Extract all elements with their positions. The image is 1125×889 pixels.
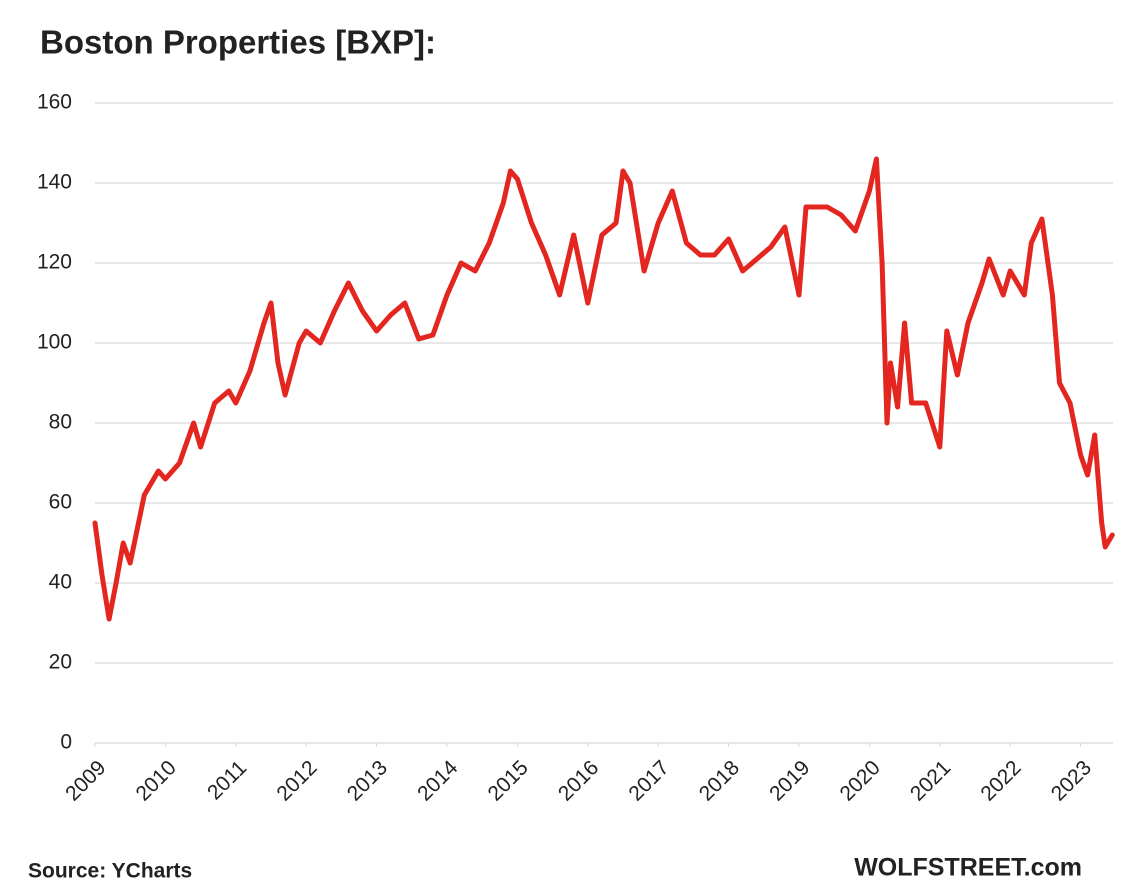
x-tick-label: 2021 bbox=[906, 756, 955, 805]
x-tick-label: 2022 bbox=[976, 756, 1025, 805]
y-tick-label: 160 bbox=[37, 91, 72, 114]
x-tick-label: 2020 bbox=[836, 756, 885, 805]
x-tick-label: 2019 bbox=[765, 756, 814, 805]
x-tick-label: 2011 bbox=[203, 756, 251, 804]
line-series bbox=[92, 156, 1115, 622]
y-tick-label: 100 bbox=[37, 331, 72, 354]
x-tick-label: 2015 bbox=[484, 756, 533, 805]
x-tick-label: 2010 bbox=[132, 756, 181, 805]
y-tick-label: 140 bbox=[37, 171, 72, 194]
x-tick-label: 2009 bbox=[61, 756, 110, 805]
x-tick-label: 2017 bbox=[624, 756, 673, 805]
chart-title: Boston Properties [BXP]: bbox=[40, 24, 436, 61]
y-tick-label: 80 bbox=[49, 411, 72, 434]
x-tick-label: 2016 bbox=[554, 756, 603, 805]
x-tick-label: 2023 bbox=[1047, 756, 1096, 805]
x-tick-label: 2014 bbox=[413, 756, 463, 806]
source: Source: YCharts bbox=[28, 860, 192, 883]
x-tick-label: 2012 bbox=[272, 756, 321, 805]
y-tick-label: 40 bbox=[49, 571, 72, 594]
x-tick-label: 2018 bbox=[695, 756, 744, 805]
y-tick-label: 20 bbox=[49, 651, 72, 674]
y-tick-label: 60 bbox=[49, 491, 72, 514]
y-tick-label: 0 bbox=[60, 731, 72, 754]
credit: WOLFSTREET.com bbox=[854, 854, 1082, 882]
x-tick-label: 2013 bbox=[343, 756, 392, 805]
y-tick-label: 120 bbox=[37, 251, 72, 274]
